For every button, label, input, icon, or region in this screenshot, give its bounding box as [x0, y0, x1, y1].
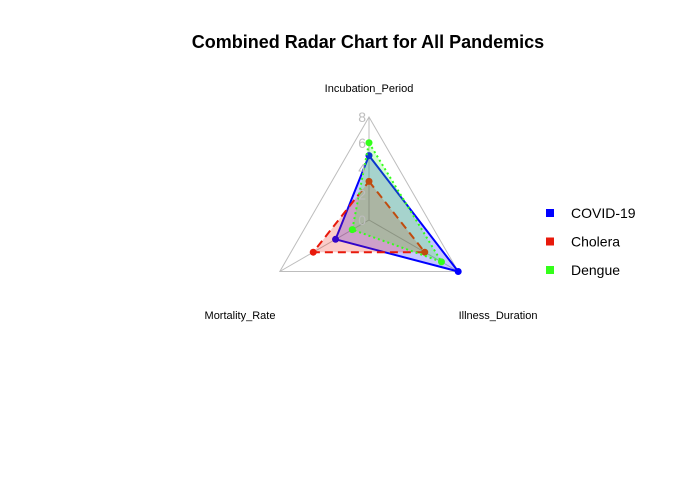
radar-axis-labels: Incubation_Period Illness_Duration Mortali…: [205, 83, 538, 322]
legend-label-cholera: Cholera: [571, 234, 620, 250]
axis-label-mortality-rate: Mortality_Rate: [205, 310, 276, 322]
tick-label-4: 4: [358, 161, 366, 177]
axis-label-incubation-period: Incubation_Period: [325, 83, 414, 95]
series-cholera-point-mortality-rate: [309, 248, 317, 256]
tick-label-2: 2: [358, 186, 366, 202]
series-dengue-point-mortality-rate: [348, 226, 356, 234]
tick-label-0: 0: [358, 212, 366, 228]
tick-label-6: 6: [358, 135, 366, 151]
series-covid-19-point-illness-duration: [454, 268, 462, 275]
series-dengue-point-illness-duration: [437, 258, 445, 266]
series-cholera-point-incubation-period: [365, 177, 373, 185]
tick-label-8: 8: [358, 109, 366, 125]
axis-label-illness-duration: Illness_Duration: [459, 310, 538, 322]
grid-outer-ring: [278, 116, 460, 272]
chart-title: Combined Radar Chart for All Pandemics: [192, 32, 544, 52]
series-cholera-point-illness-duration: [421, 248, 429, 256]
legend-label-covid-19: COVID-19: [571, 205, 636, 221]
series-dengue-area: [351, 141, 443, 263]
series-dengue-point-incubation-period: [365, 139, 373, 147]
legend-item-covid-19[interactable]: COVID-19: [546, 205, 636, 221]
legend-item-dengue[interactable]: Dengue: [546, 262, 620, 278]
legend-label-dengue: Dengue: [571, 262, 620, 278]
series-cholera-area: [312, 180, 426, 254]
legend-swatch-dengue: [546, 266, 554, 274]
legend[interactable]: COVID-19 Cholera Dengue: [546, 205, 636, 278]
legend-item-cholera[interactable]: Cholera: [546, 234, 620, 250]
radar-tick-labels: 0 2 4 6 8: [358, 109, 366, 228]
radar-series: [309, 139, 462, 275]
series-covid-19-point-mortality-rate: [332, 235, 340, 243]
legend-swatch-covid-19: [546, 209, 554, 217]
legend-swatch-cholera: [546, 237, 554, 246]
